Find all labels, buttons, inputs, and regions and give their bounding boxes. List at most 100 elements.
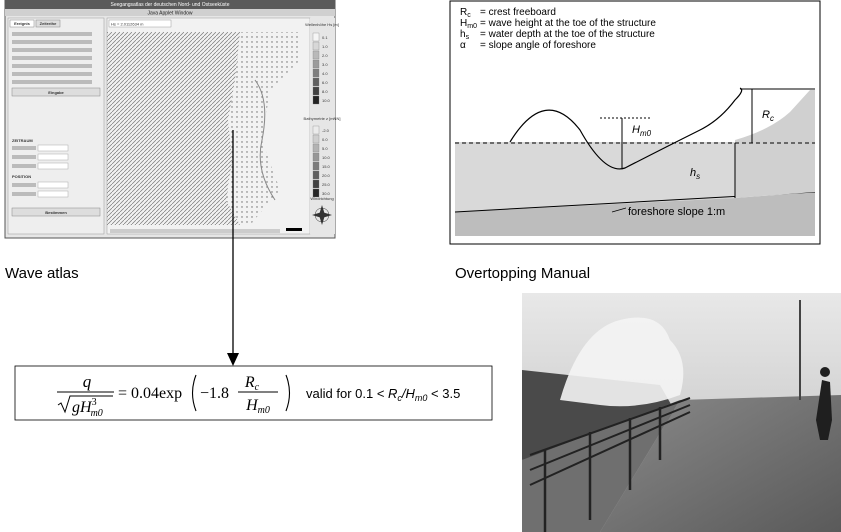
label-symbol: H [632, 124, 640, 136]
formula-box [14, 365, 493, 421]
wave-atlas-screenshot: Seegangsatlas der deutschen Nord- und Os… [4, 0, 341, 239]
field-label [12, 164, 36, 168]
wave-height-label: Hm0 [632, 124, 652, 138]
copyright-strip [110, 229, 280, 233]
legend-label: 10.0 [322, 155, 331, 160]
legend-swatch [312, 77, 320, 87]
definition-text: = crest freeboard [480, 7, 556, 18]
slope-label: foreshore slope 1:m [628, 206, 725, 218]
definition-symbol: H [460, 18, 467, 29]
wave-legend: 0.1 1.0 2.0 3.0 4.0 6.0 8.0 10.0 [312, 32, 331, 105]
legend-swatch [312, 59, 320, 69]
definition-symbol: α [460, 40, 466, 51]
readout: Hs = 2.0112634 m [111, 22, 144, 27]
frac-num-base: R [244, 374, 255, 391]
sqrt-sign [57, 395, 113, 414]
frac-den-base: H [245, 397, 259, 414]
label-sub: c [770, 114, 774, 123]
caption: Wave atlas [5, 265, 79, 282]
validity-sub: c [397, 393, 402, 403]
label-symbol: R [762, 109, 770, 121]
legend-label: 10.0 [322, 98, 331, 103]
field[interactable] [37, 162, 69, 170]
person [816, 380, 832, 440]
paren-right [285, 374, 291, 412]
window-title: Seegangsatlas der deutschen Nord- und Os… [111, 2, 230, 8]
button[interactable] [11, 207, 101, 217]
legend-label: 1.0 [322, 44, 328, 49]
equals: = 0.04exp [118, 385, 182, 402]
definition-symbol: h [460, 29, 466, 40]
power: 3 [92, 397, 97, 408]
field-label [12, 155, 36, 159]
control-panel [7, 17, 105, 235]
frac-num-sub: c [255, 382, 260, 393]
definition-sub: s [466, 34, 470, 41]
legend-label: 5.0 [322, 146, 328, 151]
section-label: ZEITRAUM [12, 138, 33, 143]
freeboard-label: Rc [762, 109, 774, 123]
tab[interactable] [9, 19, 35, 28]
definition-text: = wave height at the toe of the structur… [480, 18, 656, 29]
label-symbol: h [690, 167, 696, 179]
coefficient: −1.8 [200, 385, 229, 402]
legend-title: Wellenhöhe Hs [m] [305, 22, 339, 27]
field-label [12, 183, 36, 187]
legend-swatch [312, 152, 320, 162]
validity-sub: m0 [415, 393, 428, 403]
button-label[interactable]: Bestimmen [45, 210, 67, 215]
legend-label: 0.0 [322, 137, 328, 142]
definition: Hm0 [460, 18, 477, 30]
input-row [12, 56, 92, 60]
button-label[interactable]: Eingabe [48, 90, 64, 95]
field[interactable] [37, 181, 69, 189]
legend-label: 6.0 [322, 80, 328, 85]
input-row [12, 48, 92, 52]
frac-den-sub: m0 [258, 405, 270, 416]
field-label [12, 146, 36, 150]
position-fields [12, 181, 69, 198]
definition-sub: m0 [467, 23, 477, 30]
photo [522, 293, 841, 532]
field[interactable] [37, 153, 69, 161]
legend-label: 3.0 [322, 62, 328, 67]
frac-num: Rc [244, 374, 260, 393]
label-sub: s [696, 172, 700, 181]
tab[interactable] [35, 19, 61, 28]
legend-swatch [312, 95, 320, 105]
legend-label: 30.0 [322, 191, 331, 196]
readout-box [108, 19, 172, 28]
validity-prefix: valid for 0.1 < [306, 386, 388, 401]
tab-label[interactable]: Zeitreihe [40, 21, 57, 26]
definition-text: = water depth at the toe of the structur… [480, 29, 655, 40]
railing [529, 397, 691, 486]
compass-circle [314, 207, 330, 223]
field[interactable] [37, 190, 69, 198]
input-row [12, 32, 92, 36]
frac-den: Hm0 [245, 397, 270, 416]
compass [312, 205, 332, 225]
input-rows [12, 32, 92, 84]
legend-swatch [312, 143, 320, 153]
legend-swatch [312, 68, 320, 78]
definition: α [460, 40, 466, 51]
legend-label: -2.0 [322, 128, 330, 133]
title-bar [5, 0, 335, 9]
field[interactable] [37, 144, 69, 152]
legend-swatch [312, 134, 320, 144]
legend-title: Bathymetrie z [mNN] [304, 116, 341, 121]
coastal-area [226, 32, 300, 225]
applet-title: Java Applet Window [147, 11, 192, 17]
legend-swatch [312, 125, 320, 135]
legend-label: 20.0 [322, 173, 331, 178]
tab-label[interactable]: Ereignis [14, 21, 31, 26]
radicand-base: gH [72, 399, 93, 416]
button[interactable] [11, 87, 101, 97]
applet-bar [5, 9, 335, 16]
validity-ratio: R [388, 386, 397, 401]
legend-swatch [312, 161, 320, 171]
section-label: POSITION [12, 174, 31, 179]
structure [735, 90, 815, 198]
